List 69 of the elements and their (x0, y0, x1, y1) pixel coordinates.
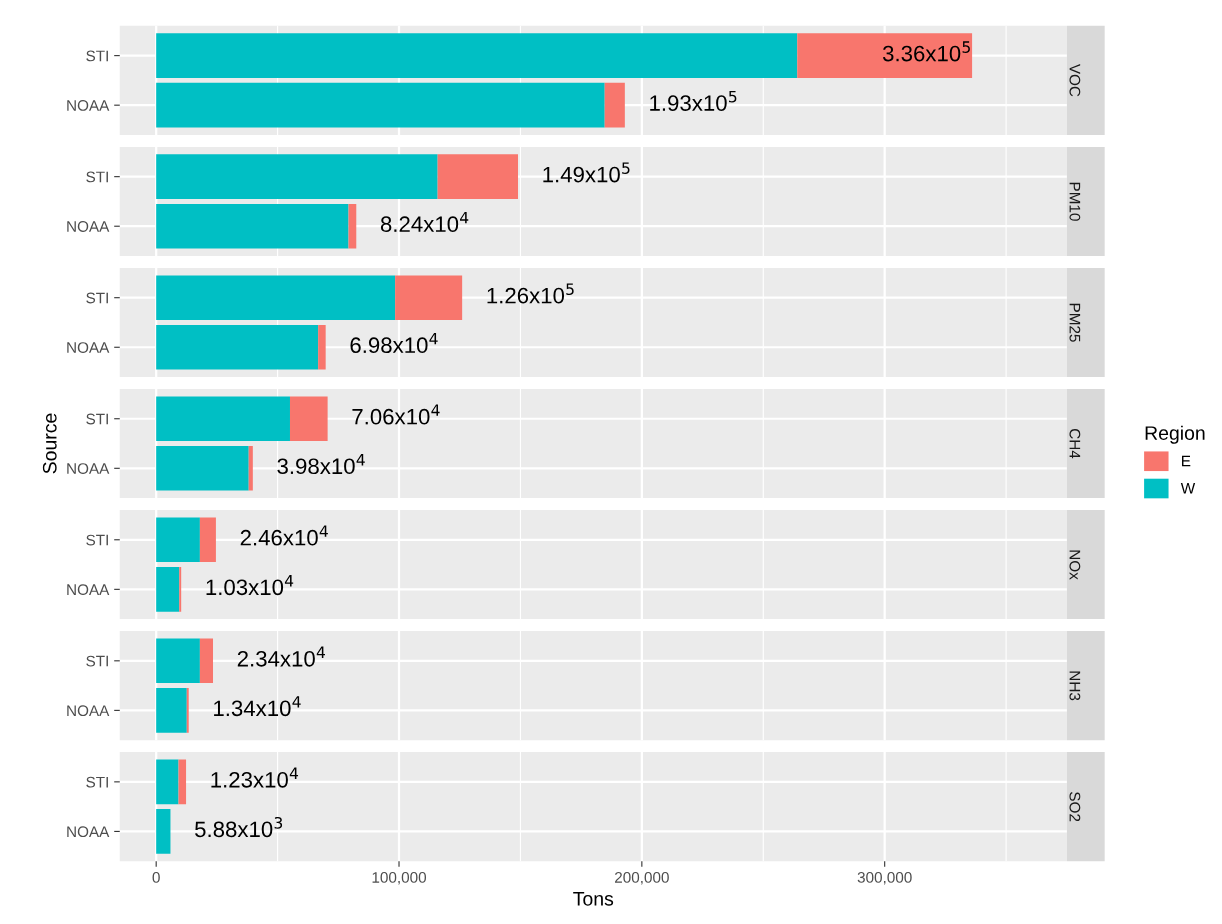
y-tick-label: STI (86, 171, 108, 183)
total-label: 8.24x10$^{4}$ (380, 211, 469, 233)
bar (156, 154, 438, 199)
total-label: 1.23x10$^{4}$ (211, 767, 299, 788)
bar (199, 517, 216, 563)
total-label: 6.98x10$^{4}$ (350, 333, 438, 354)
text: CH4 (1069, 429, 1081, 459)
total-label: 5.88x10$^{3}$ (195, 816, 283, 838)
bar (199, 638, 213, 684)
x-tick-label: 0 (152, 871, 160, 883)
y-tick-label: NOAA (67, 584, 110, 596)
bar (395, 275, 463, 320)
total-label: 2.46x10$^{4}$ (240, 525, 328, 546)
bar (604, 82, 625, 128)
bar (156, 82, 605, 128)
y-tick-label: NOAA (67, 705, 110, 717)
text: PM25 (1069, 303, 1081, 342)
y-tick-label: NOAA (67, 100, 110, 111)
bar (318, 324, 326, 370)
legend-label: W (1180, 483, 1196, 494)
y-tick-label: STI (86, 292, 108, 304)
y-axis-title: Source (42, 413, 57, 474)
y-tick-label: NOAA (67, 221, 110, 232)
text: VOC (1069, 63, 1081, 97)
total-label: 1.49x10$^{5}$ (543, 162, 630, 183)
bar (156, 517, 200, 563)
x-tick-label: 200,000 (615, 871, 669, 885)
bar (156, 324, 319, 370)
text: PM10 (1069, 182, 1081, 221)
bar (156, 638, 200, 684)
x-tick-label: 100,000 (372, 871, 427, 885)
bar (156, 567, 180, 612)
bar (178, 759, 187, 805)
bar (156, 203, 349, 249)
bar (156, 33, 798, 78)
bar (156, 396, 290, 442)
y-tick-label: STI (86, 413, 108, 425)
bar (248, 446, 253, 491)
total-label: 7.06x10$^{4}$ (352, 404, 440, 425)
total-label: 3.36x10$^{5}$ (882, 41, 970, 62)
legend-title: Region (1145, 425, 1205, 444)
x-axis-title: Tons (573, 892, 614, 906)
bar (156, 275, 396, 320)
bar (156, 809, 171, 854)
y-tick-label: STI (86, 50, 108, 62)
y-tick-label: NOAA (67, 826, 110, 838)
y-tick-label: STI (86, 534, 108, 546)
bar (437, 154, 518, 199)
total-label: 2.34x10$^{4}$ (237, 646, 325, 667)
y-tick-label: STI (86, 776, 108, 788)
total-label: 1.26x10$^{5}$ (487, 283, 574, 304)
y-tick-label: NOAA (67, 463, 110, 474)
bar (156, 688, 187, 733)
y-tick-label: STI (86, 655, 108, 667)
text: NH3 (1069, 671, 1081, 701)
bar (156, 759, 179, 805)
total-label: 1.34x10$^{4}$ (214, 696, 301, 717)
y-tick-label: NOAA (67, 342, 110, 353)
bar (797, 33, 973, 78)
total-label: 1.03x10$^{4}$ (206, 575, 294, 596)
bar (156, 446, 249, 491)
legend-label: E (1182, 455, 1191, 467)
total-label: 3.98x10$^{4}$ (277, 454, 365, 475)
text: NOx (1069, 550, 1081, 580)
text: SO2 (1069, 792, 1081, 822)
x-tick-label: 300,000 (857, 871, 912, 885)
bar (348, 203, 357, 249)
bar (289, 396, 328, 442)
total-label: 1.93x10$^{5}$ (650, 90, 737, 111)
